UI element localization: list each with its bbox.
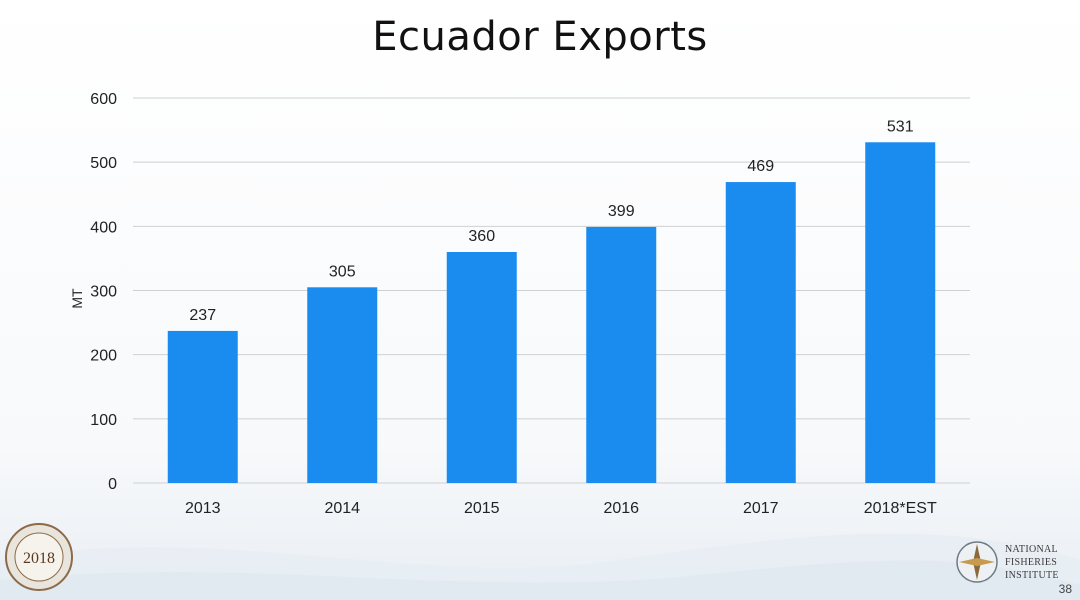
y-tick-label: 600 [90,91,117,108]
y-tick-label: 300 [90,284,117,301]
data-label: 237 [189,307,216,324]
nfi-logo: NATIONAL FISHERIES INSTITUTE [956,541,1059,583]
bar-2013 [167,330,238,483]
x-tick-label: 2016 [603,500,639,517]
chart-title: Ecuador Exports [372,14,708,60]
bar-2016 [586,226,657,483]
y-tick-label: 100 [90,412,117,429]
x-tick-label: 2018*EST [864,500,937,517]
data-label: 360 [468,228,495,245]
x-tick-label: 2015 [464,500,500,517]
nfi-line-3: INSTITUTE [1005,570,1059,581]
x-tick-label: 2017 [743,500,779,517]
data-label: 469 [747,158,774,175]
bar-2018*EST [865,142,936,483]
y-tick-label: 500 [90,155,117,172]
page-number: 38 [1058,582,1072,596]
y-tick-label: 0 [108,476,117,493]
nfi-line-1: NATIONAL [1005,544,1058,555]
data-label: 399 [608,203,635,220]
bar-2014 [307,287,378,483]
y-tick-label: 200 [90,348,117,365]
y-tick-label: 400 [90,219,117,236]
x-tick-label: 2014 [324,500,360,517]
nfi-line-2: FISHERIES [1005,557,1057,568]
conference-seal-logo: 2018 [5,523,73,591]
data-label: 305 [329,263,356,280]
bar-2017 [725,182,796,483]
y-axis-label: MT [69,288,85,309]
bar-2015 [446,252,517,483]
seal-year: 2018 [23,550,55,567]
data-label: 531 [887,118,914,135]
x-tick-label: 2013 [185,500,221,517]
